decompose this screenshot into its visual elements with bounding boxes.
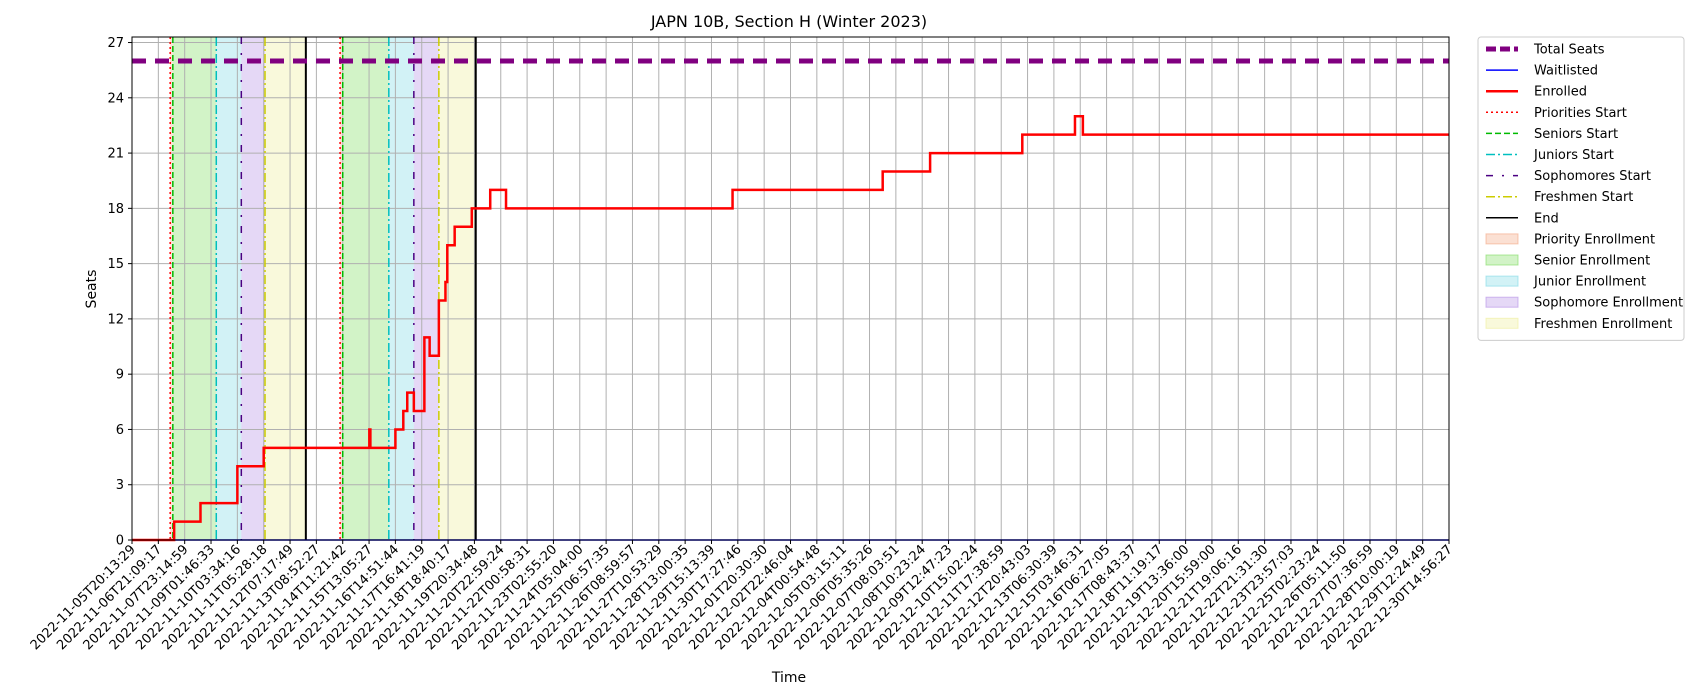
legend-label-senior-enrollment: Senior Enrollment <box>1534 254 1650 269</box>
shaded-priority-enrollment-0 <box>170 37 173 540</box>
legend-box <box>1477 36 1685 341</box>
y-tick-label: 6 <box>116 423 124 438</box>
legend-label-freshmen-start: Freshmen Start <box>1534 190 1633 205</box>
legend-swatch-priority-enrollment <box>1485 233 1519 245</box>
legend-label-sophomore-enrollment: Sophomore Enrollment <box>1534 296 1683 311</box>
legend-swatch-junior-enrollment <box>1485 275 1519 287</box>
plot-area: 03691215182124272022-11-05T20:13:292022-… <box>28 36 1456 653</box>
y-axis-title: Seats <box>84 270 100 309</box>
x-axis-title: Time <box>771 670 806 686</box>
y-tick-label: 12 <box>107 312 124 327</box>
shaded-freshmen-enrollment-0 <box>265 37 306 540</box>
legend-label-end: End <box>1534 211 1559 226</box>
y-tick-label: 0 <box>116 534 124 549</box>
legend-label-enrolled: Enrolled <box>1534 85 1587 100</box>
legend-label-junior-enrollment: Junior Enrollment <box>1533 275 1646 290</box>
legend-label-priorities-start: Priorities Start <box>1534 106 1627 121</box>
chart-title: JAPN 10B, Section H (Winter 2023) <box>650 12 927 31</box>
shaded-sophomore-enrollment-1 <box>413 37 439 540</box>
legend-label-waitlisted: Waitlisted <box>1534 64 1598 79</box>
legend-label-seniors-start: Seniors Start <box>1534 127 1618 142</box>
legend-swatch-sophomore-enrollment <box>1485 296 1519 308</box>
y-tick-label: 18 <box>107 202 124 217</box>
y-tick-label: 24 <box>107 91 124 106</box>
y-tick-label: 3 <box>116 478 124 493</box>
shaded-senior-enrollment-0 <box>172 37 217 540</box>
y-tick-label: 15 <box>107 257 124 272</box>
legend: Total Seats Waitlisted Enrolled Priorities … <box>1477 36 1685 341</box>
y-tick-label: 9 <box>116 368 124 383</box>
y-tick-label: 21 <box>107 147 124 162</box>
shaded-priority-enrollment-1 <box>340 37 343 540</box>
legend-swatch-freshmen-enrollment <box>1485 317 1519 329</box>
legend-label-sophomores-start: Sophomores Start <box>1534 169 1651 184</box>
legend-swatch-senior-enrollment <box>1485 254 1519 266</box>
legend-label-freshmen-enrollment: Freshmen Enrollment <box>1534 317 1672 332</box>
legend-label-total-seats: Total Seats <box>1533 43 1605 58</box>
shaded-senior-enrollment-1 <box>342 37 389 540</box>
shaded-sophomore-enrollment-0 <box>241 37 266 540</box>
shaded-junior-enrollment-1 <box>388 37 414 540</box>
legend-label-priority-enrollment: Priority Enrollment <box>1534 232 1655 247</box>
legend-label-juniors-start: Juniors Start <box>1533 148 1614 163</box>
series-enrolled <box>132 114 1449 542</box>
y-tick-label: 27 <box>107 36 124 51</box>
